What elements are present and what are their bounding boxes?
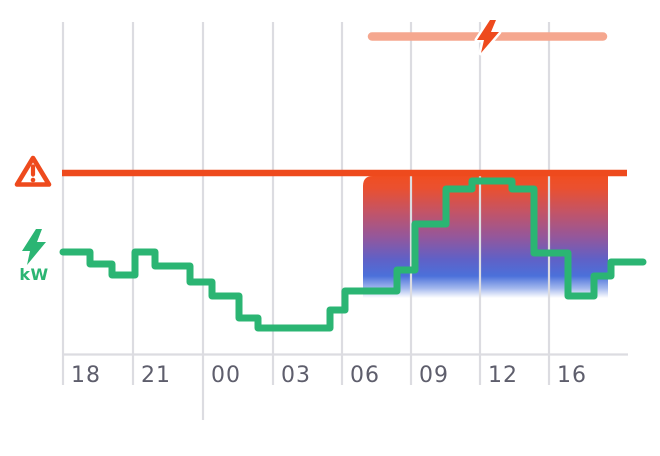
x-tick-labels: 18 21 00 03 06 09 12 16 bbox=[71, 363, 587, 388]
x-tick-label: 06 bbox=[350, 363, 380, 388]
peak-gradient-area bbox=[363, 176, 608, 298]
x-tick-label: 18 bbox=[71, 363, 101, 388]
kw-unit-label: kW bbox=[19, 265, 49, 284]
x-tick-label: 16 bbox=[557, 363, 587, 388]
power-usage-line bbox=[59, 177, 647, 332]
x-tick-label: 12 bbox=[488, 363, 518, 388]
x-tick-label: 09 bbox=[419, 363, 449, 388]
x-tick-label: 03 bbox=[281, 363, 311, 388]
x-tick-label: 00 bbox=[211, 363, 241, 388]
bolt-icon bbox=[474, 17, 502, 56]
x-tick-label: 21 bbox=[141, 363, 171, 388]
